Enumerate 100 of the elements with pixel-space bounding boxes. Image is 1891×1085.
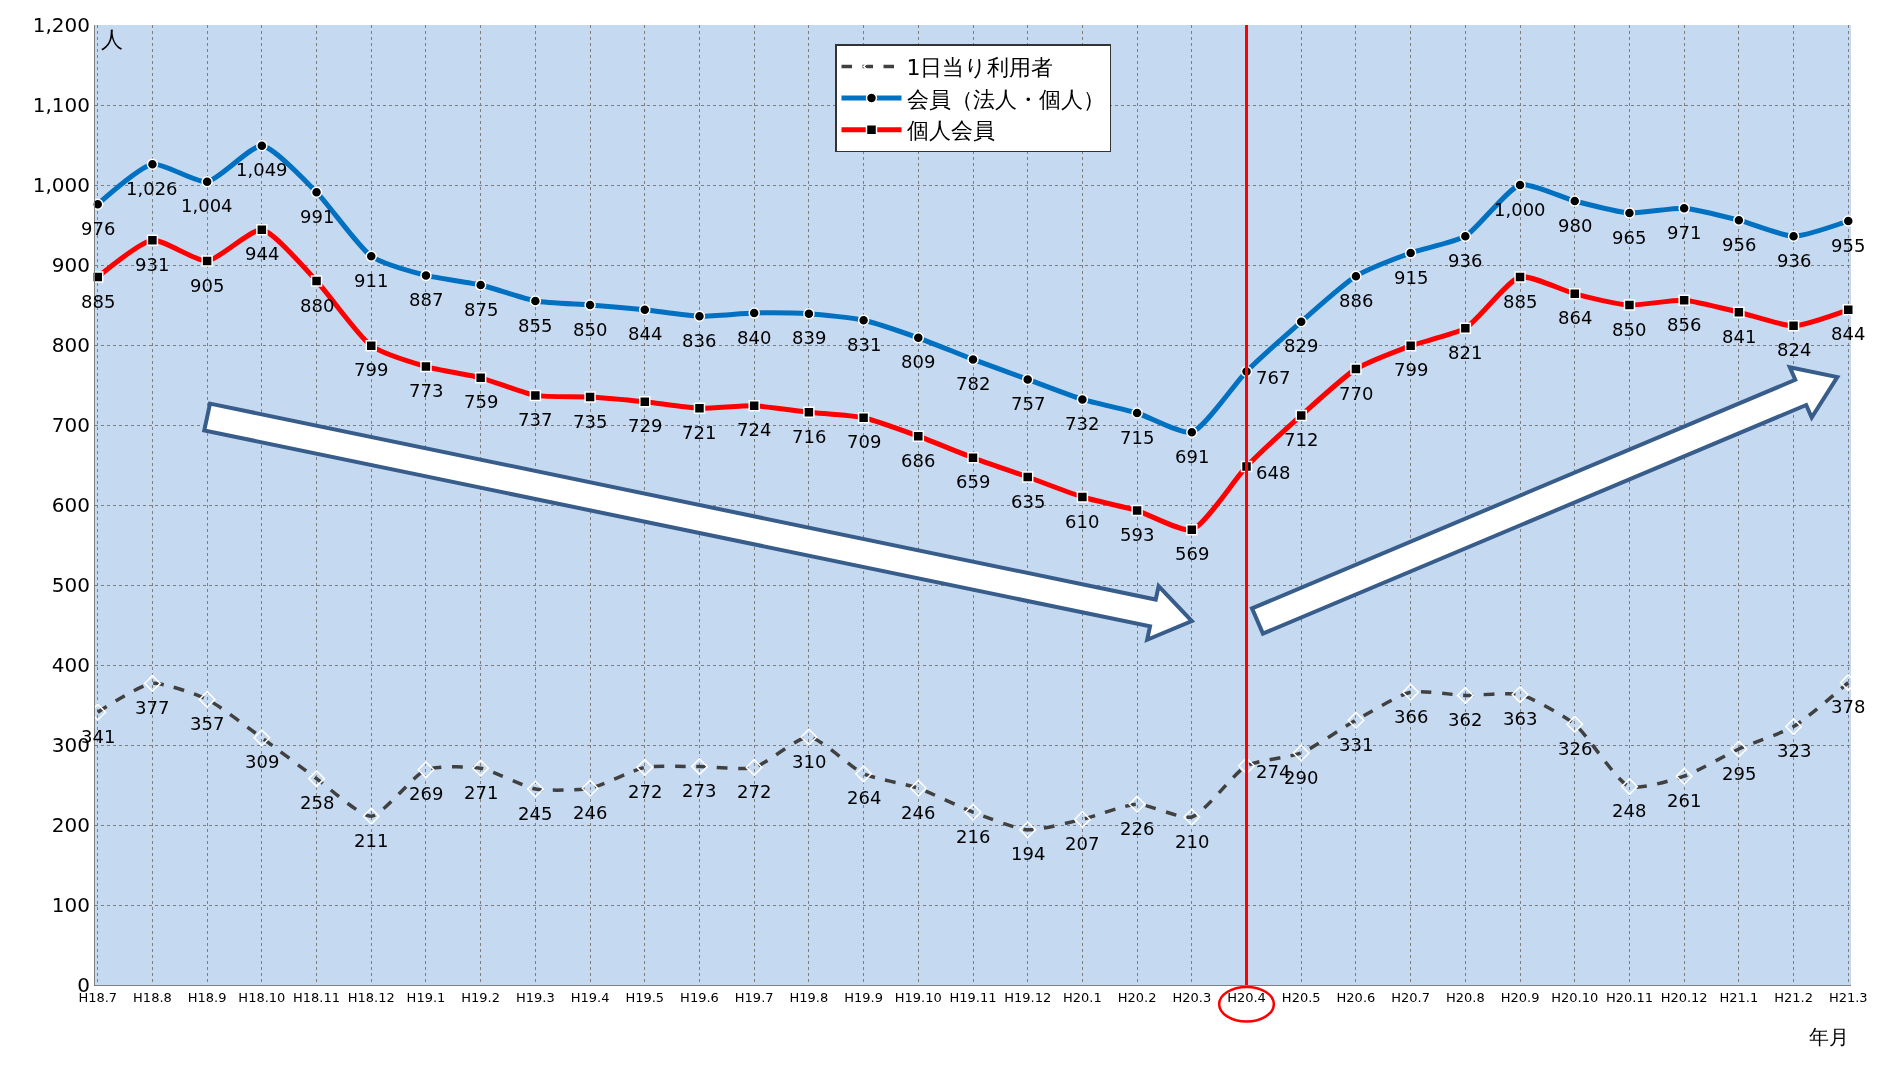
data-label: 326 (1558, 738, 1593, 759)
data-label: 799 (354, 359, 389, 380)
data-label: 885 (1503, 291, 1538, 312)
data-label: 246 (901, 802, 936, 823)
data-label: 211 (354, 830, 389, 851)
data-label: 809 (901, 351, 936, 372)
data-label: 905 (190, 275, 225, 296)
data-label: 980 (1558, 215, 1593, 236)
x-tick-label: H20.7 (1391, 989, 1430, 1005)
data-label: 362 (1448, 709, 1483, 730)
x-tick-label: H19.4 (570, 989, 610, 1005)
x-tick-label: H21.1 (1719, 989, 1759, 1005)
y-tick-label: 500 (51, 573, 90, 597)
x-tick-label: H20.6 (1336, 989, 1376, 1005)
data-label: 850 (573, 319, 608, 340)
data-label: 715 (1120, 427, 1155, 448)
data-label: 194 (1011, 843, 1046, 864)
data-label: 1,026 (126, 178, 178, 199)
data-label: 207 (1065, 833, 1100, 854)
data-label: 248 (1612, 800, 1647, 821)
data-label: 911 (354, 270, 389, 291)
data-label: 659 (956, 471, 991, 492)
x-tick-label: H19.2 (461, 989, 501, 1005)
data-label: 850 (1612, 319, 1647, 340)
data-label: 309 (245, 751, 280, 772)
data-label: 836 (682, 330, 717, 351)
legend-label: 1日当り利用者 (906, 55, 1054, 81)
data-label: 767 (1256, 367, 1291, 388)
x-tick-label: H19.11 (949, 989, 997, 1005)
data-label: 856 (1667, 314, 1702, 335)
data-label: 261 (1667, 790, 1702, 811)
x-tick-label: H20.1 (1063, 989, 1102, 1005)
data-label: 712 (1284, 429, 1319, 450)
data-label: 610 (1065, 511, 1100, 532)
data-label: 915 (1394, 267, 1429, 288)
data-label: 716 (792, 426, 827, 447)
y-tick-label: 100 (51, 893, 90, 917)
data-label: 258 (300, 792, 335, 813)
data-label: 323 (1777, 740, 1812, 761)
data-label: 965 (1612, 227, 1647, 248)
data-label: 841 (1722, 326, 1757, 347)
data-label: 377 (135, 697, 170, 718)
x-tick-label: H18.9 (187, 989, 227, 1005)
y-tick-label: 200 (51, 813, 90, 837)
data-label: 799 (1394, 359, 1429, 380)
data-label: 936 (1777, 250, 1812, 271)
data-label: 944 (245, 243, 280, 264)
data-label: 273 (682, 780, 717, 801)
x-tick-label: H20.9 (1500, 989, 1540, 1005)
data-label: 844 (628, 323, 663, 344)
data-label: 991 (300, 206, 335, 227)
x-tick-label: H20.10 (1551, 989, 1599, 1005)
x-tick-label: H20.5 (1281, 989, 1321, 1005)
data-label: 1,000 (1494, 199, 1546, 220)
y-tick-label: 1,100 (32, 93, 90, 117)
x-tick-label: H19.10 (894, 989, 942, 1005)
x-tick-label: H18.12 (347, 989, 395, 1005)
x-tick-label: H19.6 (680, 989, 719, 1005)
x-tick-label: H19.5 (625, 989, 665, 1005)
data-label: 886 (1339, 290, 1374, 311)
x-tick-label: H18.10 (238, 989, 286, 1005)
data-label: 246 (573, 802, 608, 823)
data-label: 770 (1339, 383, 1374, 404)
data-label: 366 (1394, 706, 1429, 727)
data-label: 824 (1777, 339, 1812, 360)
data-label: 821 (1448, 342, 1483, 363)
data-label: 956 (1722, 234, 1757, 255)
x-tick-label: H20.8 (1445, 989, 1485, 1005)
data-label: 887 (409, 289, 444, 310)
data-label: 773 (409, 380, 444, 401)
data-label: 724 (737, 419, 772, 440)
data-label: 210 (1175, 831, 1210, 852)
data-label: 875 (464, 299, 499, 320)
legend-label: 会員（法人・個人） (906, 86, 1105, 112)
data-label: 885 (81, 291, 116, 312)
data-label: 331 (1339, 734, 1374, 755)
data-label: 272 (628, 781, 663, 802)
data-label: 732 (1065, 413, 1100, 434)
data-label: 1,049 (236, 159, 288, 180)
data-label: 936 (1448, 250, 1483, 271)
data-label: 295 (1722, 763, 1757, 784)
x-tick-label: H20.3 (1172, 989, 1212, 1005)
x-tick-label: H20.4 (1227, 989, 1266, 1005)
x-tick-label: H19.3 (516, 989, 555, 1005)
x-tick-label: H19.8 (789, 989, 829, 1005)
data-label: 839 (792, 327, 827, 348)
data-label: 721 (682, 422, 717, 443)
legend-label: 個人会員 (906, 118, 995, 144)
data-label: 976 (81, 218, 116, 239)
data-label: 855 (518, 315, 553, 336)
data-label: 593 (1120, 524, 1155, 545)
x-tick-label: H19.1 (406, 989, 446, 1005)
x-tick-label: H18.8 (133, 989, 172, 1005)
y-tick-label: 1,000 (32, 173, 90, 197)
data-label: 864 (1558, 307, 1593, 328)
data-label: 648 (1256, 462, 1291, 483)
y-axis-title: 人 (101, 27, 123, 52)
x-axis-title: 年月 (1809, 1025, 1849, 1049)
data-label: 686 (901, 450, 936, 471)
data-label: 840 (737, 327, 772, 348)
